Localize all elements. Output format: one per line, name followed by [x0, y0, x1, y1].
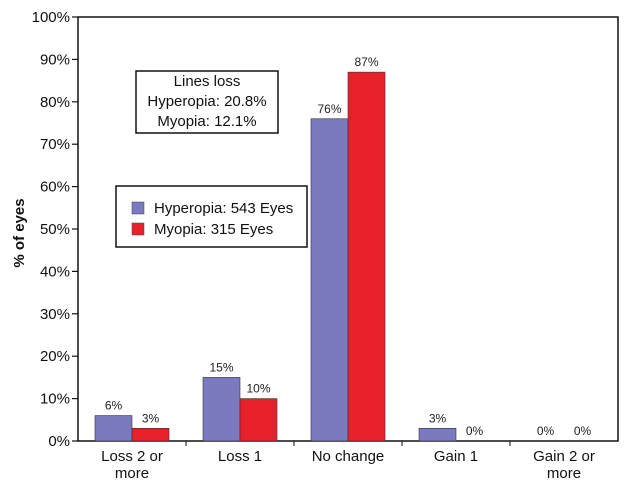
- data-label: 3%: [429, 411, 447, 425]
- bar-myopia: [239, 398, 278, 442]
- data-label: 10%: [246, 382, 270, 396]
- lines-loss-annotation: Lines loss Hyperopia: 20.8% Myopia: 12.1…: [135, 70, 279, 134]
- y-tick-label: 20%: [40, 348, 70, 365]
- legend-box: [115, 185, 308, 248]
- annotation-line: Hyperopia: 20.8%: [147, 93, 266, 110]
- annotation-line: Lines loss: [174, 73, 241, 90]
- y-tick-label: 100%: [32, 9, 70, 26]
- x-category-label: No change: [312, 448, 385, 465]
- data-label: 76%: [317, 102, 341, 116]
- x-category-label: Gain 1: [434, 448, 478, 465]
- data-label: 0%: [574, 424, 592, 438]
- y-tick-label: 10%: [40, 391, 70, 408]
- legend-swatch-hyperopia: [131, 201, 145, 215]
- annotation-line: Myopia: 12.1%: [157, 113, 256, 130]
- x-category-label: more: [547, 465, 581, 482]
- y-tick-label: 60%: [40, 179, 70, 196]
- legend: Hyperopia: 543 Eyes Myopia: 315 Eyes: [115, 185, 308, 248]
- data-label: 0%: [466, 424, 484, 438]
- bar-hyperopia: [202, 377, 241, 442]
- y-tick-label: 50%: [40, 221, 70, 238]
- bar-hyperopia: [418, 427, 457, 442]
- legend-label-hyperopia: Hyperopia: 543 Eyes: [154, 200, 293, 217]
- bar-hyperopia: [94, 415, 133, 442]
- y-tick-label: 0%: [48, 433, 70, 450]
- y-tick-label: 70%: [40, 136, 70, 153]
- x-category-label: Loss 1: [218, 448, 262, 465]
- data-label: 15%: [209, 360, 233, 374]
- x-category-label: Loss 2 or: [101, 448, 163, 465]
- data-label: 87%: [354, 55, 378, 69]
- bar-myopia: [131, 427, 170, 442]
- y-tick-label: 30%: [40, 306, 70, 323]
- y-axis-title: % of eyes: [11, 198, 28, 267]
- y-tick-label: 80%: [40, 94, 70, 111]
- y-tick-label: 90%: [40, 51, 70, 68]
- legend-swatch-myopia: [131, 222, 145, 236]
- annotation-box: [135, 70, 279, 134]
- legend-label-myopia: Myopia: 315 Eyes: [154, 221, 273, 238]
- y-tick-label: 40%: [40, 263, 70, 280]
- x-category-label: Gain 2 or: [533, 448, 595, 465]
- x-category-label: more: [115, 465, 149, 482]
- data-label: 0%: [537, 424, 555, 438]
- bar-myopia: [347, 71, 386, 442]
- bar-hyperopia: [310, 118, 349, 442]
- data-label: 3%: [142, 411, 160, 425]
- data-label: 6%: [105, 399, 123, 413]
